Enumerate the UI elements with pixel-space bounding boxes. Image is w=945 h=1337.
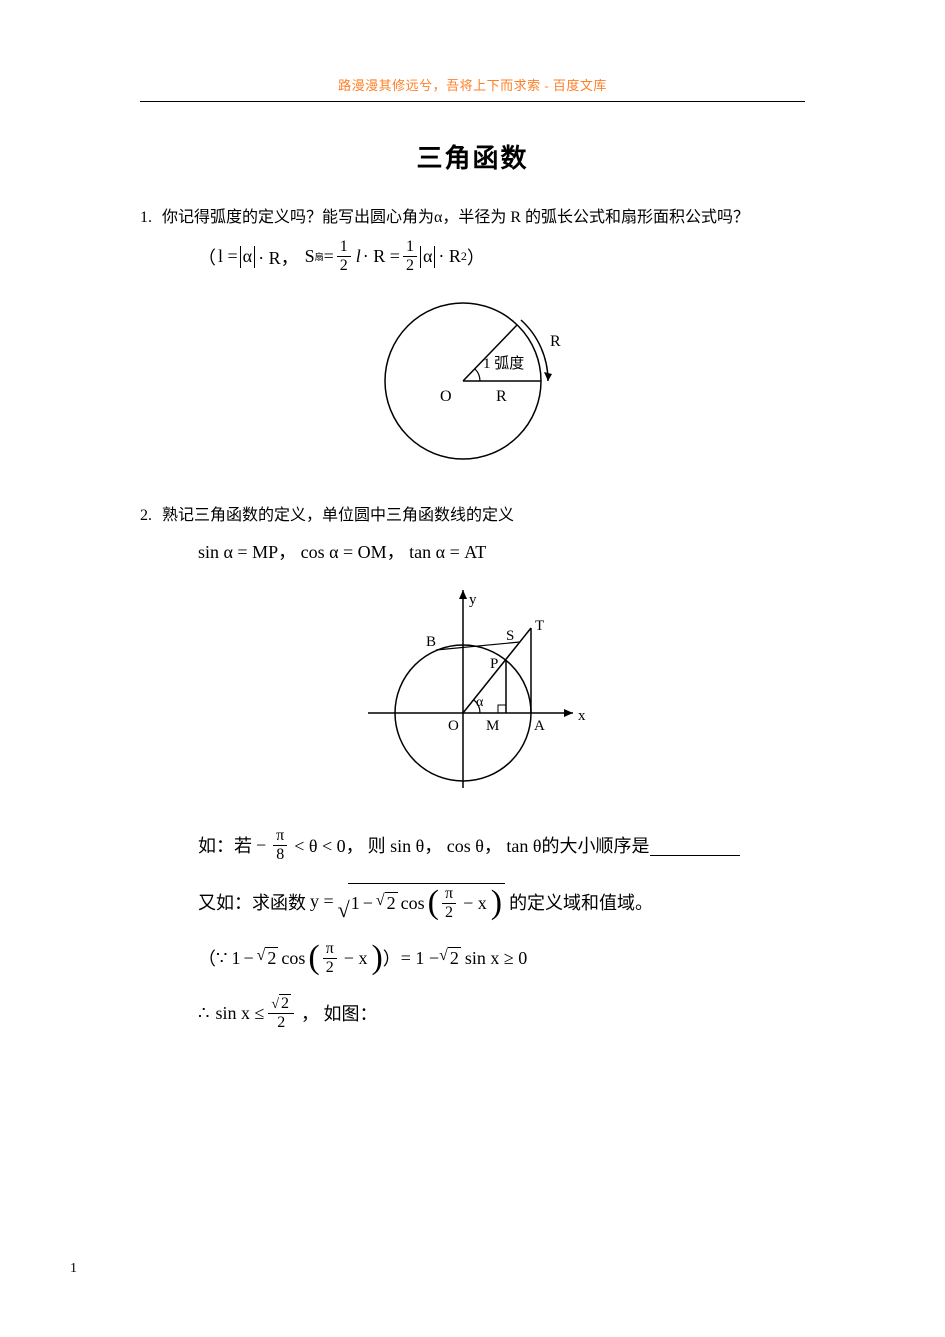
frac-pi-8: π8 [273,828,287,863]
sqrt-2-b: √2 [257,947,279,969]
l-eq: l = [218,246,238,267]
example-1: 如：若 − π8 < θ < 0， 则 sin θ， cos θ， tan θ … [198,828,805,863]
radian-diagram: O R R 1 弧度 [368,286,578,471]
paren-close: ） [467,244,485,270]
because-icon: ∵ [216,948,227,969]
sqrt-outer: √ 1 − √2 cos ( π2 − x ) [338,883,505,921]
header-rule [140,101,805,102]
fig2-B: B [426,634,436,650]
abs-alpha-2: α [420,246,435,268]
sqrt-2-c: √2 [439,947,461,969]
document-page: 路漫漫其修远兮，吾将上下而求索 - 百度文库 三角函数 1.你记得弧度的定义吗？… [0,0,945,1337]
fig2-x: x [578,708,586,724]
fig1-1rad: 1 弧度 [483,355,524,372]
fig1-O: O [440,388,452,405]
fig2-T: T [535,618,544,634]
dot-r: · R， [258,244,299,270]
ex2-suffix: 的定义域和值域。 [509,889,653,915]
question-1: 1.你记得弧度的定义吗？能写出圆心角为α，半径为 R 的弧长公式和扇形面积公式吗… [140,203,805,233]
q2-text: 熟记三角函数的定义，单位圆中三角函数线的定义 [162,507,514,524]
q2-number: 2. [140,501,162,531]
ex1-prefix: 如：若 [198,832,252,858]
page-title: 三角函数 [140,138,805,175]
frac-sqrt2-2: √2 2 [268,996,294,1031]
s-label: S [305,246,315,267]
s-sub: 扇 [315,250,324,263]
fig2-alpha: α [476,695,484,710]
ex1-then: 则 sin θ， cos θ， tan θ [368,832,542,858]
blank-underline [650,835,740,856]
paren-open: （ [198,244,216,270]
frac-half-1: 12 [337,239,351,274]
header-text: 路漫漫其修远兮，吾将上下而求索 - 百度文库 [338,78,607,93]
dot-r2: · R = [363,246,400,267]
ex1-range: < θ < 0， [294,832,363,858]
q1-number: 1. [140,203,162,233]
dot-r3: · R [438,246,461,267]
therefore-icon: ∴ [198,1003,209,1024]
page-number: 1 [70,1261,77,1277]
unit-circle-diagram: y x B S T P α O M A [348,578,598,798]
sol2-suffix: ， 如图： [301,1000,378,1026]
ex1-suffix: 的大小顺序是 [542,832,650,858]
abs-alpha-1: α [240,246,255,268]
fig1-R-arc: R [550,333,561,350]
question-2: 2.熟记三角函数的定义，单位圆中三角函数线的定义 [140,501,805,531]
q1-text: 你记得弧度的定义吗？能写出圆心角为α，半径为 R 的弧长公式和扇形面积公式吗？ [162,209,749,226]
sol1-open: （ [198,945,216,971]
ex1-minus: − [256,835,266,856]
page-header: 路漫漫其修远兮，吾将上下而求索 - 百度文库 [140,75,805,95]
ex2-yeq: y = [310,891,334,912]
fig2-M: M [486,718,499,734]
ex2-prefix: 又如：求函数 [198,889,306,915]
fig2-S: S [506,628,514,644]
fig2-y: y [469,592,477,608]
sqrt-2-a: √2 [376,892,398,914]
frac-half-2: 12 [403,239,417,274]
sol1-close: ） [383,945,401,971]
fig2-P: P [490,656,498,672]
l-sym: l [356,246,361,267]
figure-1: O R R 1 弧度 [140,286,805,471]
fig2-A: A [534,718,545,734]
solution-2: ∴ sin x ≤ √2 2 ， 如图： [198,996,805,1031]
q1-formula: （ l = α · R， S扇 = 12 l · R = 12 α · R2 ） [198,239,805,274]
fig1-R-bottom: R [496,388,507,405]
example-2: 又如：求函数 y = √ 1 − √2 cos ( π2 − x ) 的定义域和… [198,883,805,921]
solution-1: （ ∵ 1 − √2 cos ( π2 − x ) ） = 1 − √2 sin… [198,941,805,976]
q2-definitions: sin α = MP， cos α = OM， tan α = AT [198,538,805,564]
figure-2: y x B S T P α O M A [140,578,805,798]
eq-1: = [324,246,334,267]
fig2-O: O [448,718,459,734]
